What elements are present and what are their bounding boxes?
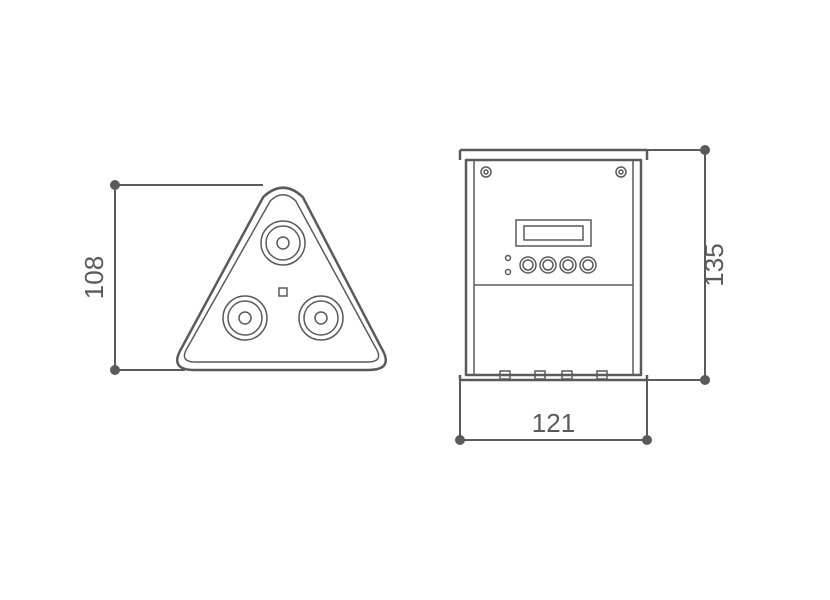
front-hole-2-inner: [315, 312, 327, 324]
front-hole-0-outer: [261, 221, 305, 265]
front-hole-2-outer: [299, 296, 343, 340]
front-center-square: [279, 288, 287, 296]
rear-screw-1: [616, 167, 626, 177]
front-hole-1-outer: [223, 296, 267, 340]
rear-display: [516, 220, 591, 246]
rear-body: [466, 160, 641, 375]
rear-dim-height-label: 135: [699, 243, 729, 286]
front-hole-0-inner: [277, 237, 289, 249]
front-dim-label: 108: [79, 256, 109, 299]
front-hole-1-inner: [239, 312, 251, 324]
front-hole-2-mid: [304, 301, 338, 335]
front-hole-0-mid: [266, 226, 300, 260]
front-view-outline: [177, 188, 386, 370]
front-hole-1-mid: [228, 301, 262, 335]
rear-display-inner: [524, 226, 583, 240]
rear-dim-width-label: 121: [532, 408, 575, 438]
rear-small-dot-1: [506, 270, 511, 275]
rear-screw-0: [481, 167, 491, 177]
rear-small-dot-0: [506, 256, 511, 261]
front-view-inner-outline: [184, 195, 378, 362]
